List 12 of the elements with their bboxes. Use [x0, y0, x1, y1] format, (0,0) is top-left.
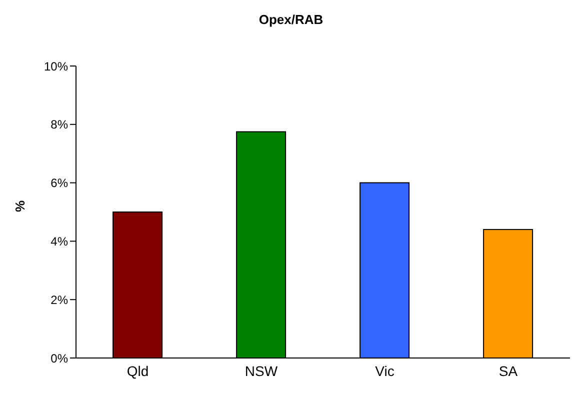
x-tick-label: NSW: [244, 362, 278, 379]
y-tick-label: 4%: [50, 234, 68, 248]
x-tick-label: Vic: [375, 362, 394, 379]
y-tick-label: 6%: [50, 176, 68, 190]
y-tick-label: 10%: [44, 59, 68, 74]
chart-title: Opex/RAB: [258, 11, 324, 29]
y-tick-label: 2%: [50, 292, 68, 307]
y-tick-label: 0%: [50, 351, 68, 366]
x-tick-label: Qld: [126, 362, 149, 379]
x-tick-label: SA: [498, 362, 518, 379]
y-tick-label: 8%: [50, 118, 68, 132]
y-axis-title: %: [12, 200, 28, 212]
